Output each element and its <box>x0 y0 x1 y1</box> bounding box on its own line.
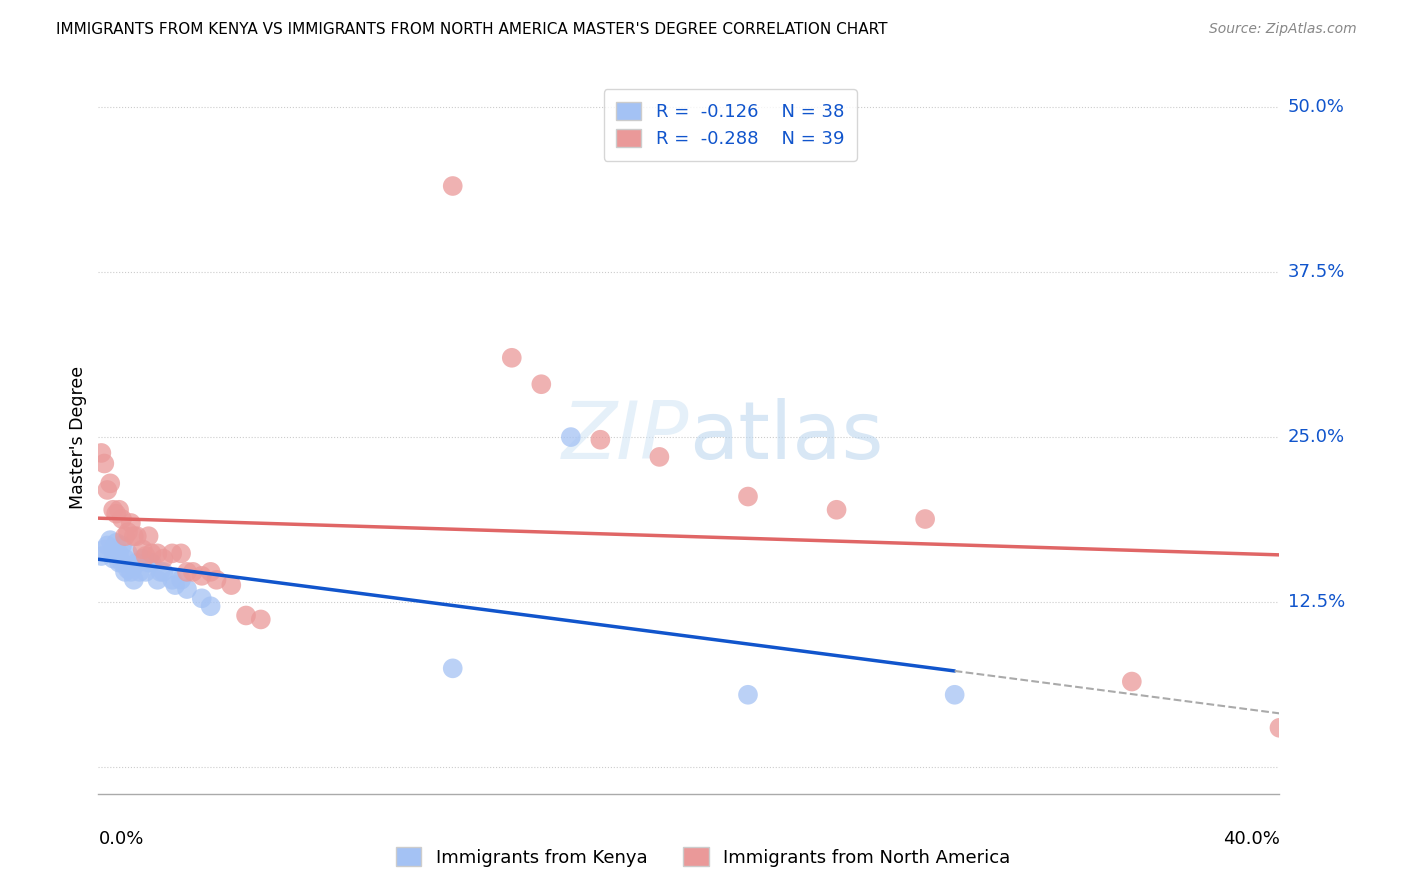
Point <box>90 549 112 563</box>
Point <box>1268 721 1291 735</box>
Point <box>132 551 155 566</box>
Point <box>162 573 183 587</box>
Point <box>111 512 134 526</box>
Point <box>114 565 136 579</box>
Point <box>120 516 142 530</box>
Point <box>170 573 193 587</box>
Point <box>914 512 936 526</box>
Point <box>149 565 172 579</box>
Point <box>138 529 160 543</box>
Point <box>98 533 121 548</box>
Legend: Immigrants from Kenya, Immigrants from North America: Immigrants from Kenya, Immigrants from N… <box>388 840 1018 874</box>
Point <box>111 538 134 552</box>
Point <box>200 599 222 614</box>
Point <box>120 565 142 579</box>
Point <box>108 502 131 516</box>
Point <box>122 529 145 543</box>
Point <box>1121 674 1143 689</box>
Point <box>152 551 174 566</box>
Point <box>205 573 228 587</box>
Point <box>103 542 125 557</box>
Point <box>108 556 131 570</box>
Point <box>96 538 118 552</box>
Text: 37.5%: 37.5% <box>1288 263 1346 281</box>
Point <box>125 556 148 570</box>
Point <box>141 546 163 560</box>
Point <box>135 549 157 563</box>
Point <box>146 546 169 560</box>
Point <box>135 565 157 579</box>
Point <box>191 569 214 583</box>
Point <box>181 565 204 579</box>
Point <box>141 556 163 570</box>
Text: 50.0%: 50.0% <box>1288 98 1344 116</box>
Text: 12.5%: 12.5% <box>1288 593 1346 611</box>
Point <box>105 546 128 560</box>
Text: 25.0%: 25.0% <box>1288 428 1346 446</box>
Point <box>152 565 174 579</box>
Text: 0.0%: 0.0% <box>98 830 143 847</box>
Text: Source: ZipAtlas.com: Source: ZipAtlas.com <box>1209 22 1357 37</box>
Point <box>441 179 464 194</box>
Point <box>103 551 125 566</box>
Point <box>441 661 464 675</box>
Point <box>114 551 136 566</box>
Point <box>162 546 183 560</box>
Point <box>117 562 139 576</box>
Point <box>589 433 612 447</box>
Point <box>93 542 115 557</box>
Y-axis label: Master's Degree: Master's Degree <box>69 366 87 508</box>
Point <box>122 573 145 587</box>
Point <box>235 608 257 623</box>
Point <box>200 565 222 579</box>
Point <box>93 457 115 471</box>
Point <box>105 507 128 521</box>
Point <box>117 525 139 540</box>
Point <box>501 351 523 365</box>
Point <box>219 578 242 592</box>
Point <box>105 536 128 550</box>
Point <box>122 559 145 574</box>
Point <box>103 502 125 516</box>
Text: atlas: atlas <box>689 398 883 476</box>
Point <box>96 483 118 497</box>
Point <box>117 546 139 560</box>
Text: IMMIGRANTS FROM KENYA VS IMMIGRANTS FROM NORTH AMERICA MASTER'S DEGREE CORRELATI: IMMIGRANTS FROM KENYA VS IMMIGRANTS FROM… <box>56 22 887 37</box>
Point <box>737 490 759 504</box>
Point <box>108 546 131 560</box>
Text: ZIP: ZIP <box>561 398 689 476</box>
Point <box>132 542 155 557</box>
Point <box>943 688 966 702</box>
Point <box>128 565 150 579</box>
Point <box>560 430 582 444</box>
Point <box>165 578 187 592</box>
Point <box>170 546 193 560</box>
Point <box>530 377 553 392</box>
Point <box>648 450 671 464</box>
Point <box>176 565 198 579</box>
Point <box>250 612 273 626</box>
Point <box>191 591 214 606</box>
Point <box>114 529 136 543</box>
Point <box>176 582 198 596</box>
Point <box>737 688 759 702</box>
Point <box>98 476 121 491</box>
Point <box>138 556 160 570</box>
Point <box>125 529 148 543</box>
Legend: R =  -0.126    N = 38, R =  -0.288    N = 39: R = -0.126 N = 38, R = -0.288 N = 39 <box>603 89 858 161</box>
Text: 40.0%: 40.0% <box>1223 830 1279 847</box>
Point <box>111 556 134 570</box>
Point <box>825 502 848 516</box>
Point <box>90 446 112 460</box>
Point <box>146 573 169 587</box>
